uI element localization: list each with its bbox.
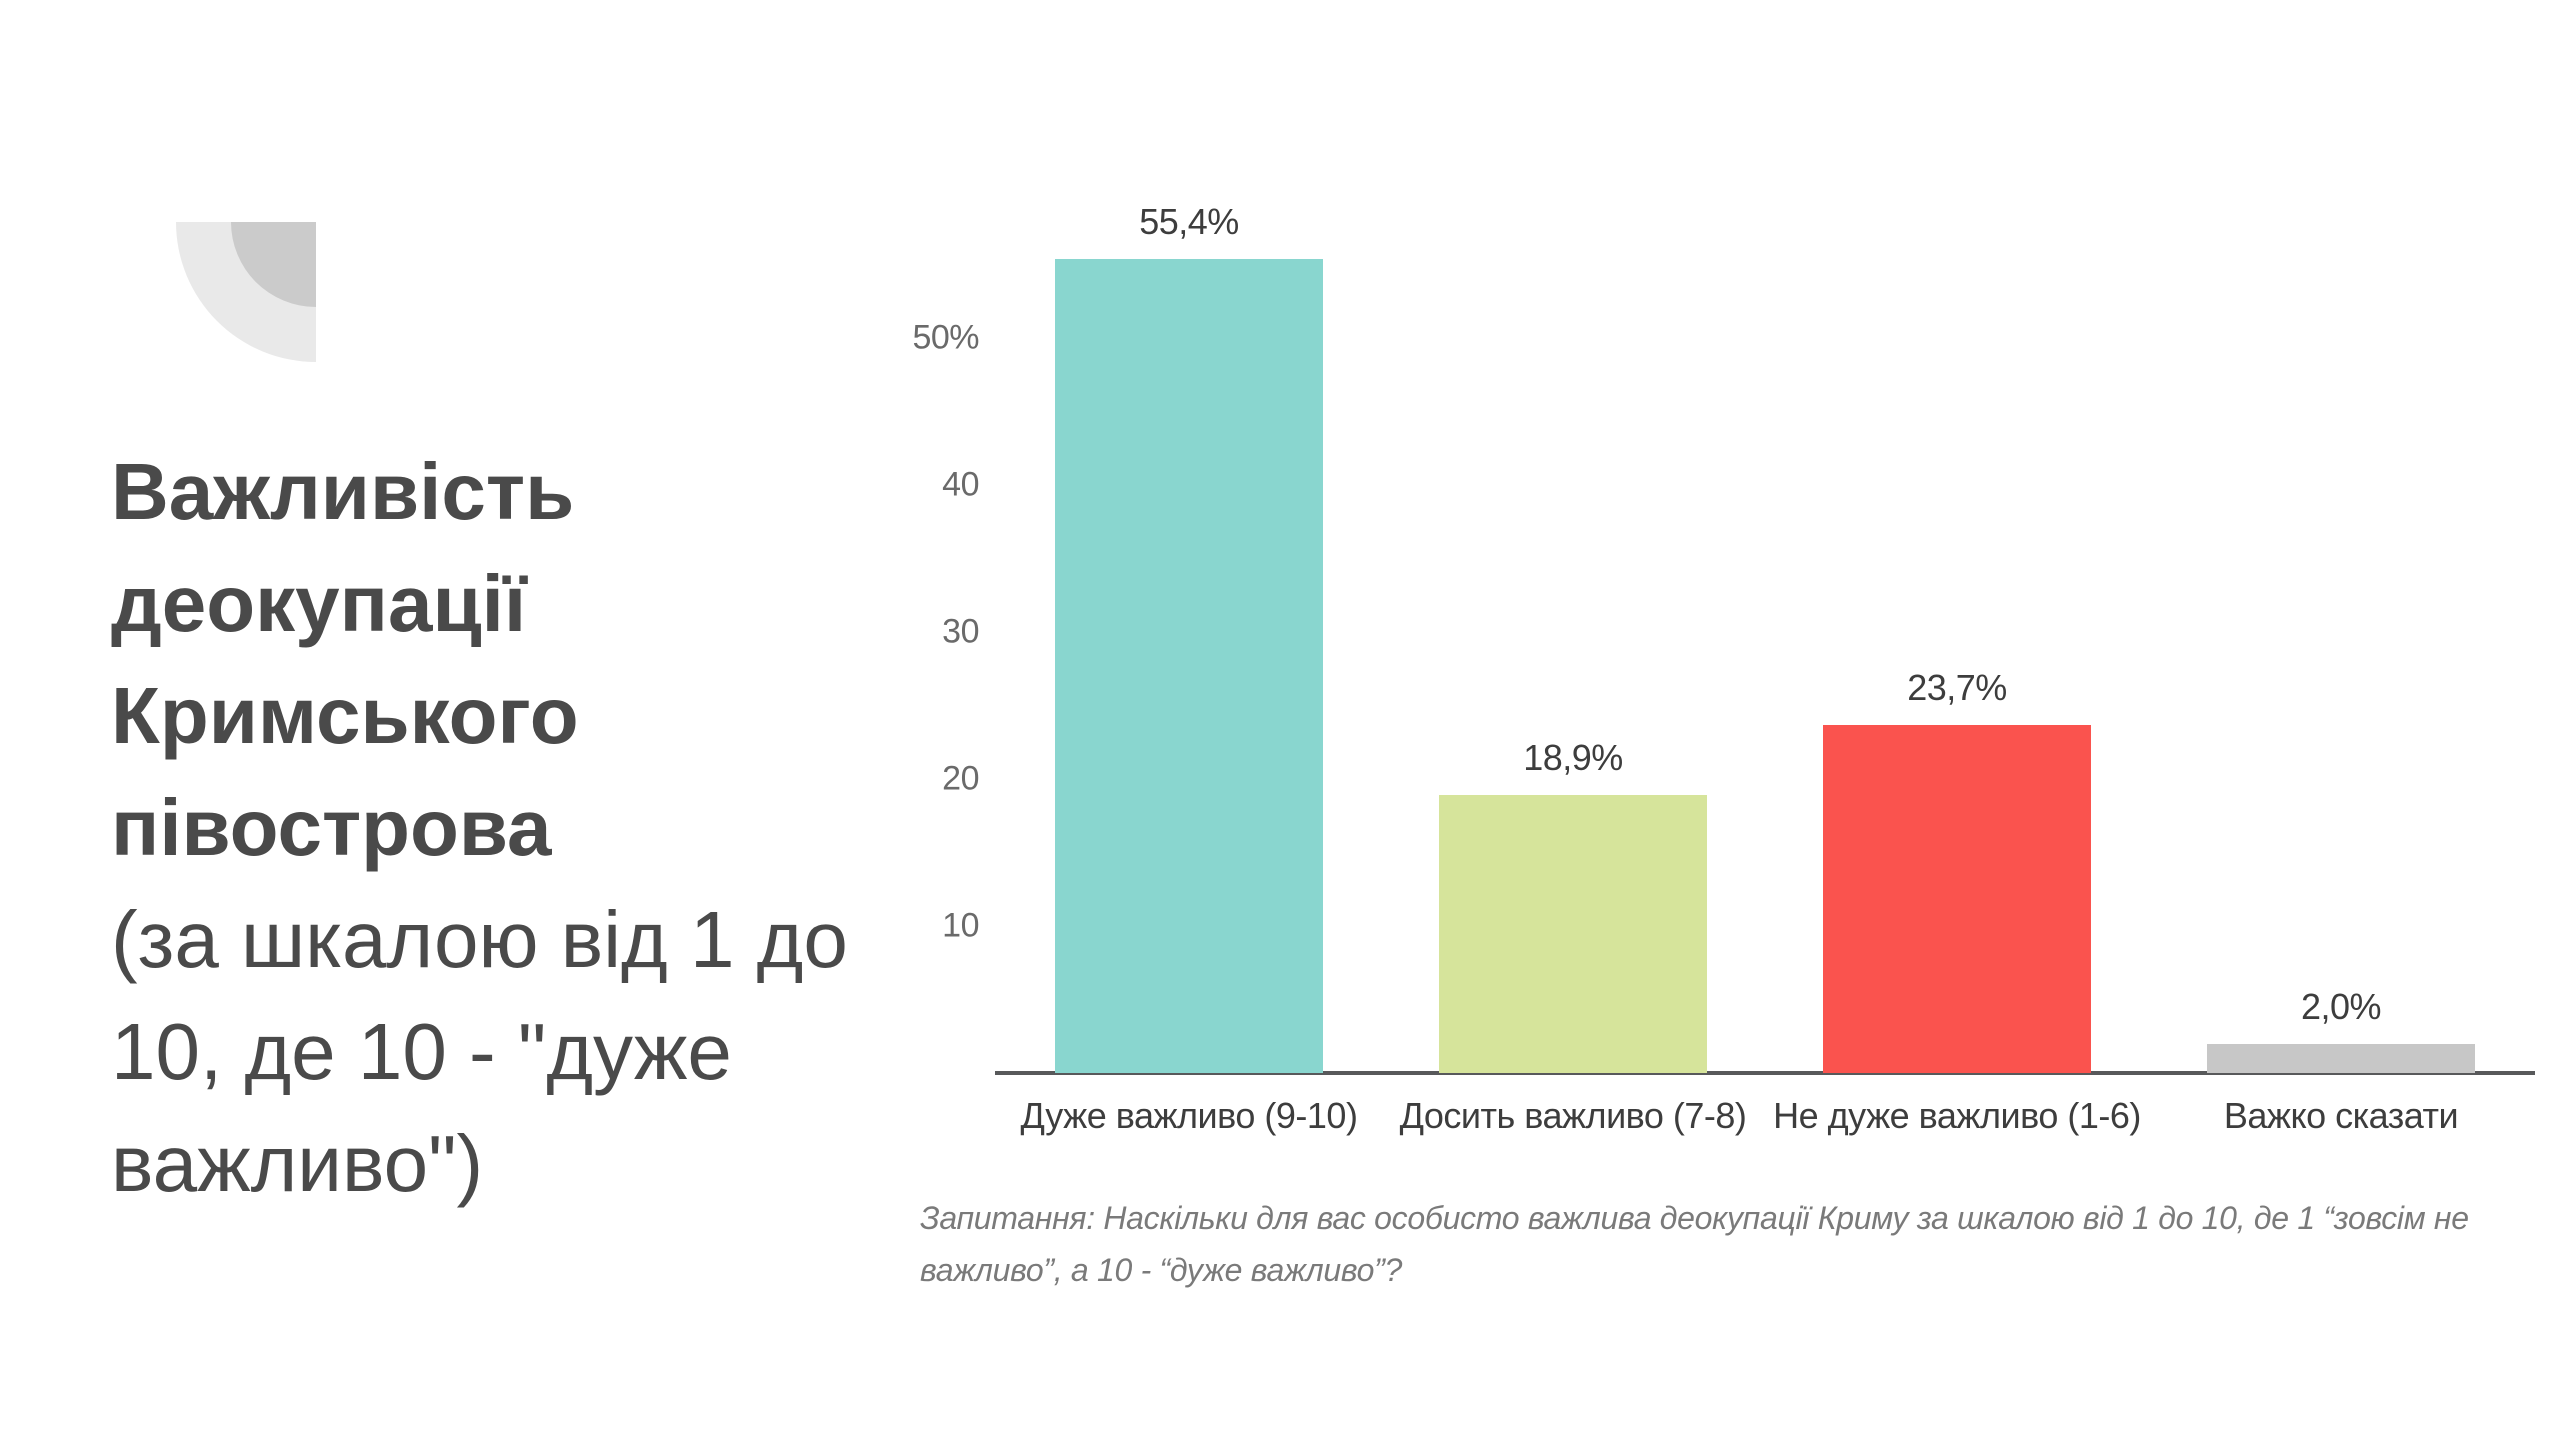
title-line: деокупації: [111, 559, 527, 648]
category-label: Дуже важливо (9-10): [1020, 1095, 1358, 1136]
y-axis-tick-label: 10: [942, 906, 979, 945]
bar-value-label: 2,0%: [2300, 986, 2382, 1027]
bar-3: [1823, 725, 2091, 1073]
x-axis-line: [995, 1071, 2535, 1075]
y-axis-tick-label: 50%: [912, 318, 979, 357]
bar-2: [1439, 795, 1707, 1073]
y-axis-tick-label: 30: [942, 612, 979, 651]
category-label: Досить важливо (7-8): [1399, 1095, 1747, 1136]
title-line: важливо"): [111, 1119, 484, 1208]
bar-4: [2207, 1044, 2475, 1073]
title-line: (за шкалою від 1 до: [111, 895, 848, 984]
bar-value-label: 55,4%: [1139, 201, 1239, 242]
bar-value-label: 18,9%: [1523, 737, 1623, 778]
y-axis-tick-label: 40: [942, 465, 979, 504]
category-label: Не дуже важливо (1-6): [1773, 1095, 2141, 1136]
title-line: Кримського: [111, 671, 579, 760]
question-footnote: Запитання: Наскільки для вас особисто ва…: [920, 1200, 2469, 1288]
y-axis-tick-label: 20: [942, 759, 979, 798]
logo-inner-arc: [231, 222, 316, 307]
quarter-circle-logo-icon: [176, 222, 316, 362]
title-line: півострова: [111, 783, 552, 872]
bar-chart: 55,4% Дуже важливо (9-10) 18,9% Досить важл…: [912, 201, 2535, 1136]
title-line: Важливість: [111, 447, 575, 536]
bar-1: [1055, 259, 1323, 1073]
title-line: 10, де 10 - "дуже: [111, 1007, 732, 1096]
slide-title: Важливість деокупації Кримського півостр…: [111, 436, 931, 1220]
category-label: Важко сказати: [2223, 1095, 2459, 1136]
bar-value-label: 23,7%: [1907, 667, 2007, 708]
